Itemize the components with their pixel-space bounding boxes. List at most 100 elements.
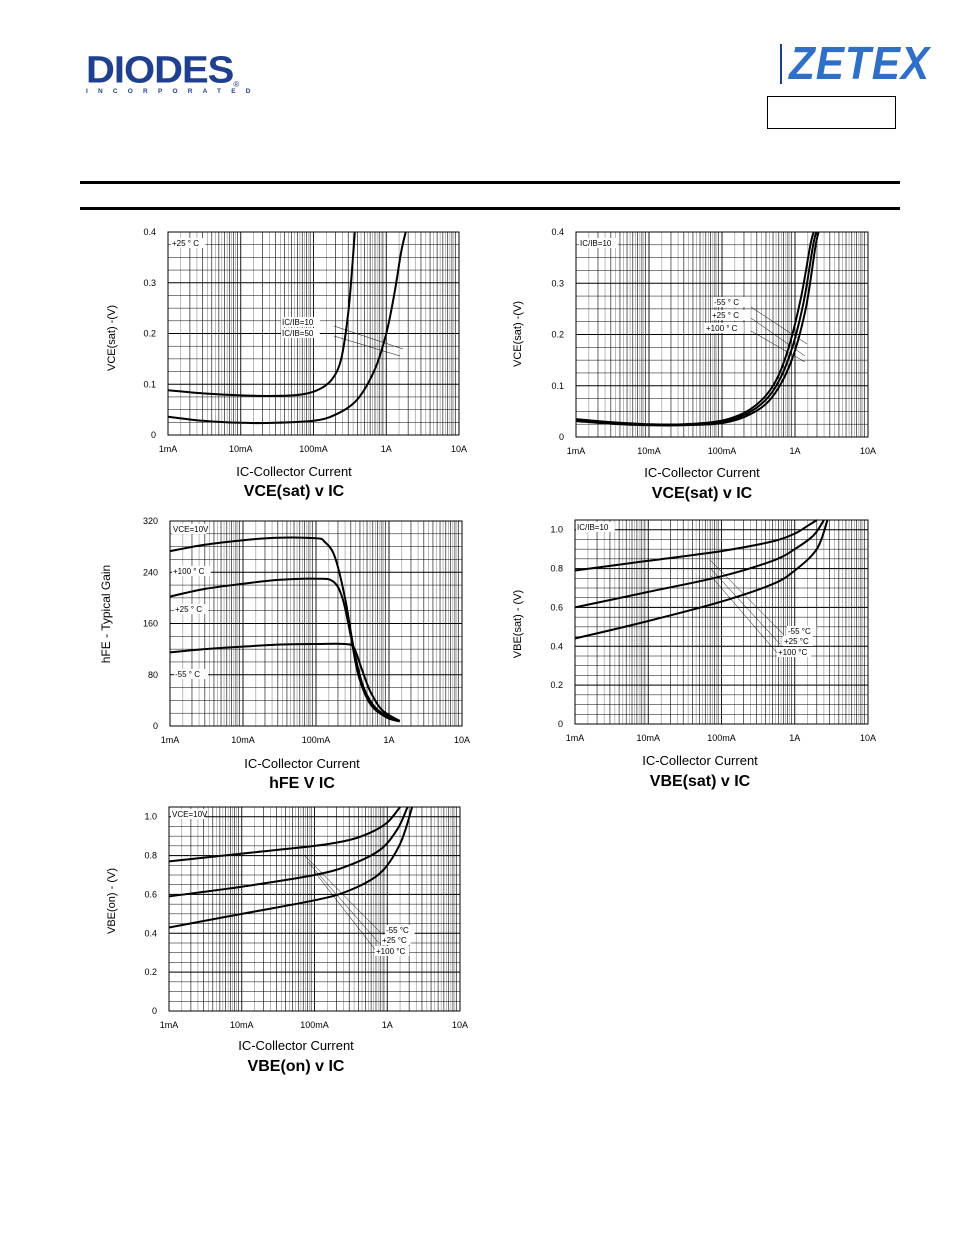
annotation-bg	[171, 238, 206, 248]
annotation-leader	[750, 306, 808, 345]
annotation-label: +25 ° C	[175, 605, 202, 614]
annotation-bg	[172, 566, 211, 576]
x-tick-label: 100mA	[708, 446, 737, 456]
y-tick-label: 0.2	[144, 967, 157, 977]
plot-frame	[575, 231, 869, 438]
header-rule-top	[80, 181, 900, 184]
y-tick-label: 0	[558, 719, 563, 729]
y-tick-label: 0.1	[143, 379, 156, 389]
annotation-bg	[713, 297, 748, 307]
y-tick-label: 320	[143, 516, 158, 526]
chart-vbe-sat: 0 0.2 0.4 0.6 0.8 1.0 1mA 10mA 100mA 1A 10A IC/IB=1…	[550, 519, 876, 743]
annotation-label: VCE=10V	[173, 525, 209, 534]
chart-vce-sat-2-title: VCE(sat) v IC	[651, 485, 753, 502]
annotation-bg	[174, 669, 209, 679]
y-tick-label: 0	[151, 430, 156, 440]
annotation-label: IC/IB=10	[580, 239, 612, 248]
annotation-bg	[281, 317, 320, 327]
series-line	[167, 231, 356, 397]
plot-frame	[169, 520, 463, 727]
y-tick-label: 0.3	[551, 278, 564, 288]
y-tick-label: 1.0	[144, 812, 157, 822]
annotation-bg	[281, 328, 320, 338]
series-line	[574, 519, 825, 609]
registered-mark: ®	[233, 80, 240, 89]
y-tick-label: 0	[153, 721, 158, 731]
diodes-logo-text: DIODES	[86, 49, 234, 91]
annotation-leader	[333, 335, 401, 357]
annotation-label: +100 ° C	[706, 324, 738, 333]
chart-hfe-title: hFE V IC	[269, 775, 335, 792]
x-tick-label: 10mA	[231, 735, 255, 745]
series-line	[169, 642, 401, 722]
annotation-bg	[172, 524, 207, 534]
x-tick-label: 100mA	[300, 1020, 329, 1030]
annotation-label: -55 ° C	[175, 670, 200, 679]
annotation-label: IC/IB=10	[282, 318, 314, 327]
chart-vce-sat-1-title: VCE(sat) v IC	[243, 483, 345, 500]
y-tick-label: 0.1	[551, 381, 564, 391]
logo-divider	[780, 44, 782, 84]
x-tick-label: 1A	[383, 735, 394, 745]
x-tick-label: 100mA	[299, 444, 328, 454]
annotation-label: +100 ° C	[173, 567, 205, 576]
y-tick-label: 0.8	[550, 564, 563, 574]
x-tick-label: 1mA	[566, 733, 585, 743]
y-tick-label: 0.8	[144, 851, 157, 861]
y-tick-label: 1.0	[550, 525, 563, 535]
chart-vbe-on-xlabel: IC-Collector Current	[238, 1038, 354, 1053]
annotation-bg	[711, 310, 746, 320]
y-tick-label: 0.6	[550, 602, 563, 612]
x-tick-label: 1mA	[159, 444, 178, 454]
annotation-label: IC/IB=10	[577, 523, 609, 532]
x-tick-label: 100mA	[302, 735, 331, 745]
annotation-bg	[787, 626, 817, 636]
annotation-bg	[174, 604, 209, 614]
plot-frame	[168, 806, 461, 1012]
series-line	[168, 806, 401, 863]
annotation-leader	[750, 330, 806, 363]
annotation-label: +100 °C	[376, 947, 405, 956]
annotation-label: +25 ° C	[172, 239, 199, 248]
chart-vbe-on-title: VBE(on) v IC	[247, 1058, 345, 1075]
annotation-leader	[307, 861, 379, 943]
chart-hfe: 0 80 160 240 320 1mA 10mA 100mA 1A 10A VCE=10V +100…	[143, 516, 470, 745]
chart-hfe-xlabel: IC-Collector Current	[244, 756, 360, 771]
annotation-bg	[381, 935, 411, 945]
annotation-label: -55 °C	[788, 627, 811, 636]
chart-vce-sat-2-ylabel: VCE(sat) -(V)	[512, 301, 524, 367]
y-tick-label: 0	[559, 432, 564, 442]
annotation-label: -55 °C	[386, 926, 409, 935]
y-tick-label: 160	[143, 619, 158, 629]
x-tick-label: 1A	[381, 444, 392, 454]
x-tick-label: 1mA	[567, 446, 586, 456]
annotation-bg	[375, 946, 410, 956]
y-tick-label: 0.2	[550, 680, 563, 690]
annotation-label: -55 ° C	[714, 298, 739, 307]
series-line	[168, 806, 414, 929]
y-tick-label: 0.6	[144, 889, 157, 899]
x-tick-label: 10A	[860, 733, 876, 743]
annotation-leader	[303, 854, 381, 933]
x-tick-label: 10mA	[230, 1020, 254, 1030]
y-tick-label: 0.4	[143, 227, 156, 237]
annotation-label: +25 ° C	[712, 311, 739, 320]
chart-vce-sat-1: 0 0.1 0.2 0.3 0.4 1mA 10mA 100mA 1A 10A +25 ° C IC/…	[143, 227, 467, 454]
annotation-label: +25 °C	[784, 637, 809, 646]
chart-vce-sat-2-xlabel: IC-Collector Current	[644, 465, 760, 480]
series-line	[575, 231, 815, 426]
chart-vbe-on: 0 0.2 0.4 0.6 0.8 1.0 1mA 10mA 100mA 1A 10A VCE=10V…	[144, 806, 468, 1030]
plot-frame	[574, 519, 869, 725]
annotation-label: IC/IB=50	[282, 329, 314, 338]
x-tick-label: 10A	[860, 446, 876, 456]
annotation-bg	[777, 647, 812, 657]
annotation-leader	[709, 567, 781, 645]
annotation-leader	[710, 575, 779, 655]
annotation-label: +100 °C	[778, 648, 807, 657]
x-tick-label: 1mA	[161, 735, 180, 745]
series-line	[167, 231, 407, 425]
series-line	[169, 536, 401, 722]
y-tick-label: 0.4	[144, 928, 157, 938]
annotation-bg	[171, 809, 206, 819]
annotation-label: +25 °C	[382, 936, 407, 945]
